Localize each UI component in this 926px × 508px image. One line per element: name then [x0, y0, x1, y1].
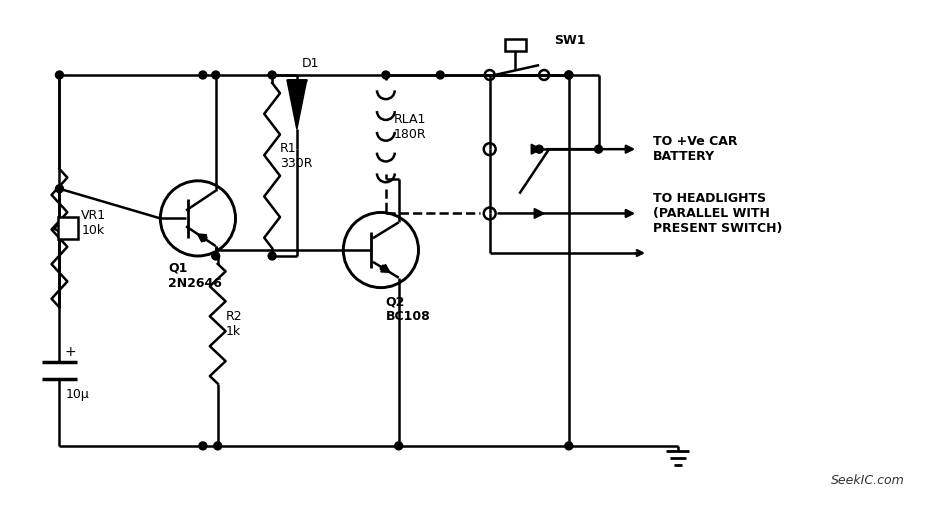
- Text: R2
1k: R2 1k: [226, 310, 243, 338]
- Text: RLA1
180R: RLA1 180R: [394, 113, 426, 141]
- Text: VR1
10k: VR1 10k: [81, 209, 106, 237]
- Polygon shape: [534, 208, 544, 218]
- Circle shape: [382, 71, 390, 79]
- Circle shape: [269, 252, 276, 260]
- Text: R1
330R: R1 330R: [280, 142, 312, 170]
- Circle shape: [212, 71, 219, 79]
- Circle shape: [565, 71, 573, 79]
- Circle shape: [56, 185, 63, 193]
- Text: TO +Ve CAR
BATTERY: TO +Ve CAR BATTERY: [653, 135, 737, 163]
- Text: 10μ: 10μ: [66, 388, 89, 401]
- Circle shape: [199, 442, 206, 450]
- Circle shape: [565, 442, 573, 450]
- Text: D1: D1: [302, 56, 319, 70]
- Circle shape: [214, 442, 221, 450]
- Circle shape: [565, 71, 573, 79]
- Text: +: +: [65, 345, 76, 359]
- Text: TO HEADLIGHTS
(PARALLEL WITH
PRESENT SWITCH): TO HEADLIGHTS (PARALLEL WITH PRESENT SWI…: [653, 192, 782, 235]
- Polygon shape: [287, 80, 307, 130]
- Circle shape: [535, 145, 544, 153]
- Bar: [58, 217, 79, 239]
- Circle shape: [394, 442, 403, 450]
- Circle shape: [269, 71, 276, 79]
- Circle shape: [56, 71, 63, 79]
- Circle shape: [436, 71, 444, 79]
- Polygon shape: [532, 144, 541, 154]
- Circle shape: [199, 71, 206, 79]
- Text: Q1
2N2646: Q1 2N2646: [169, 262, 222, 290]
- Bar: [505, 40, 526, 51]
- Circle shape: [212, 252, 219, 260]
- Text: Q2
BC108: Q2 BC108: [386, 295, 431, 324]
- Text: SW1: SW1: [554, 34, 585, 47]
- Circle shape: [594, 145, 603, 153]
- Text: SeekIC.com: SeekIC.com: [832, 474, 905, 487]
- FancyArrow shape: [197, 234, 207, 242]
- FancyArrow shape: [380, 264, 390, 272]
